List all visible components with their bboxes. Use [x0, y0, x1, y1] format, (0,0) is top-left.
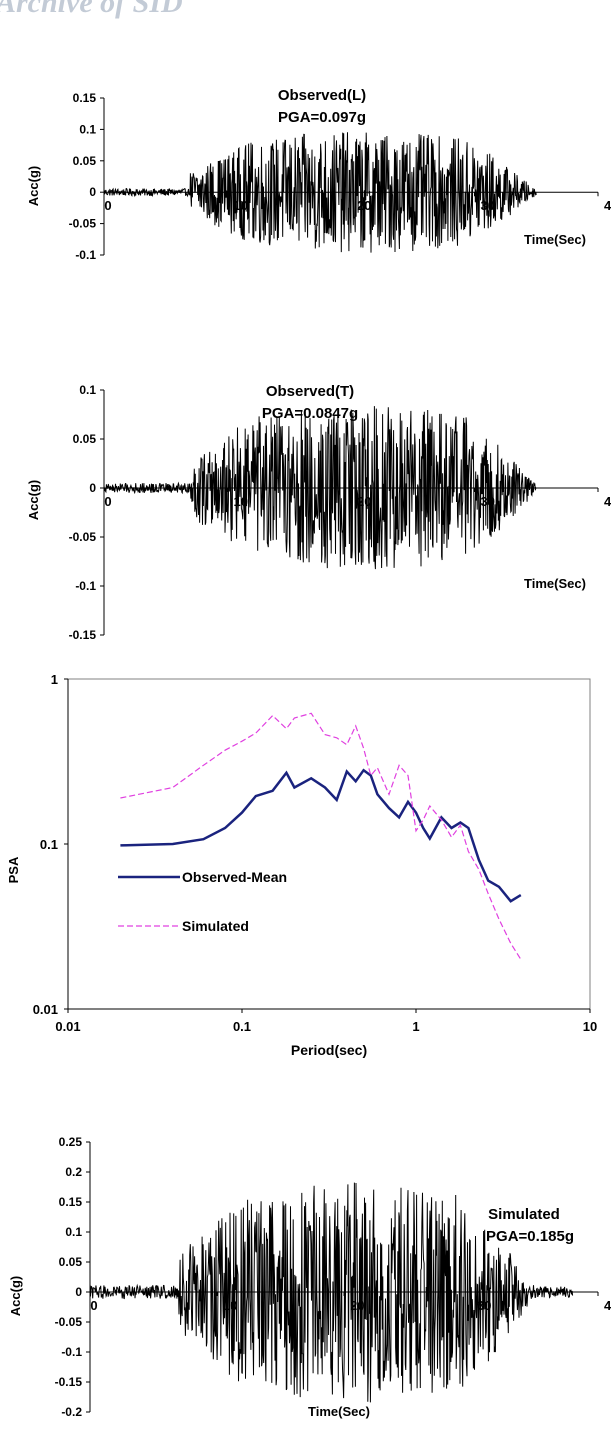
x-axis-label: Time(Sec) — [524, 576, 586, 591]
x-tick-label: 40 — [604, 494, 611, 509]
y-tick-label: 1 — [51, 672, 58, 687]
y-tick-label: 0.15 — [73, 91, 97, 105]
chart-subtitle: PGA=0.0847g — [262, 405, 358, 422]
x-tick-label: 0.1 — [233, 1019, 251, 1034]
y-tick-label: 0.2 — [65, 1165, 82, 1179]
x-axis-label: Time(Sec) — [524, 232, 586, 247]
chart-title: Observed(T) — [266, 383, 354, 400]
y-tick-label: 0.05 — [73, 432, 97, 446]
y-tick-label: 0.1 — [79, 383, 96, 397]
y-tick-label: 0.1 — [65, 1225, 82, 1239]
y-tick-label: 0 — [75, 1285, 82, 1299]
y-tick-label: 0.05 — [59, 1255, 83, 1269]
y-tick-label: 0.15 — [59, 1195, 83, 1209]
x-tick-label: 1 — [412, 1019, 419, 1034]
psa-spectrum-chart: 0.01 0.1 1 0.01 0.1 1 10 Observed-Mean Simulated… — [6, 672, 597, 1058]
series-line-observed-mean — [120, 768, 522, 903]
y-axis-label: PSA — [6, 856, 21, 883]
y-tick-label: -0.2 — [61, 1405, 82, 1419]
x-tick-label: 40 — [604, 1298, 611, 1313]
y-tick-label: -0.05 — [69, 530, 97, 544]
y-tick-label: 0.1 — [79, 122, 96, 136]
x-tick-label: 0 — [90, 1298, 97, 1313]
y-axis-label: Acc(g) — [8, 1276, 23, 1316]
x-tick-label: 0.01 — [55, 1019, 80, 1034]
y-tick-label: -0.1 — [75, 579, 96, 593]
y-tick-label: 0.05 — [73, 154, 97, 168]
chart-subtitle: PGA=0.185g — [486, 1228, 574, 1245]
observed-l-chart: -0.1-0.0500.050.10.15010203040Observed(L… — [26, 87, 611, 262]
y-tick-label: -0.1 — [75, 248, 96, 262]
y-tick-label: 0 — [89, 481, 96, 495]
y-tick-label: -0.1 — [61, 1345, 82, 1359]
legend-label: Observed-Mean — [182, 869, 287, 885]
acceleration-series-line — [103, 406, 537, 570]
y-tick-label: -0.05 — [69, 217, 97, 231]
y-axis-label: Acc(g) — [26, 480, 41, 520]
x-tick-label: 0 — [104, 494, 111, 509]
y-tick-label: -0.15 — [55, 1375, 83, 1389]
x-tick-label: 10 — [583, 1019, 597, 1034]
observed-t-chart: -0.15-0.1-0.0500.050.1010203040Observed(… — [26, 383, 611, 642]
acceleration-series-line — [89, 1182, 574, 1403]
acceleration-series-line — [103, 132, 537, 253]
watermark-text: Archive of SID — [0, 0, 183, 19]
series-line-simulated — [120, 712, 522, 960]
chart-subtitle: PGA=0.097g — [278, 109, 366, 126]
x-tick-label: 40 — [604, 198, 611, 213]
chart-title: Observed(L) — [278, 87, 366, 104]
chart-title: Simulated — [488, 1206, 560, 1223]
y-tick-label: 0.1 — [40, 837, 58, 852]
y-tick-label: -0.05 — [55, 1315, 83, 1329]
y-axis-label: Acc(g) — [26, 166, 41, 206]
y-tick-label: -0.15 — [69, 628, 97, 642]
legend-label: Simulated — [182, 918, 249, 934]
x-axis-label: Period(sec) — [291, 1042, 367, 1058]
x-axis-label: Time(Sec) — [308, 1404, 370, 1419]
x-tick-label: 0 — [104, 198, 111, 213]
y-tick-label: 0.25 — [59, 1135, 83, 1149]
y-tick-label: 0 — [89, 185, 96, 199]
y-tick-label: 0.01 — [33, 1002, 58, 1017]
